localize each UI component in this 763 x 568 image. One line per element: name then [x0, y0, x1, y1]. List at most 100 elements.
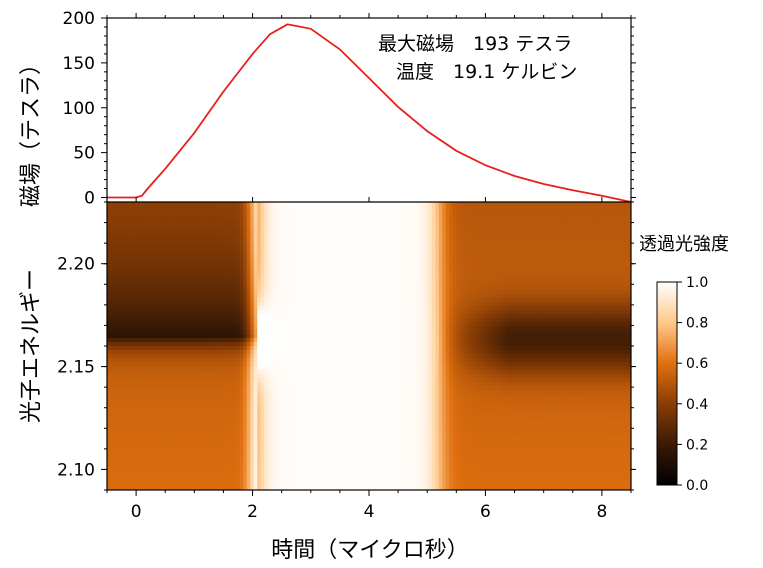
heatmap-cell	[309, 282, 314, 287]
heatmap-cell	[292, 310, 297, 315]
heatmap-cell	[365, 326, 370, 331]
heatmap-cell	[187, 330, 192, 335]
heatmap-cell	[568, 258, 573, 263]
heatmap-cell	[428, 274, 433, 279]
heatmap-cell	[501, 278, 506, 283]
heatmap-cell	[505, 302, 510, 307]
heatmap-cell	[396, 238, 402, 243]
heatmap-cell	[194, 314, 199, 319]
heatmap-cell	[141, 306, 147, 311]
heatmap-cell	[313, 326, 318, 331]
heatmap-cell	[201, 278, 206, 283]
heatmap-cell	[519, 246, 524, 251]
heatmap-cell	[176, 214, 181, 219]
heatmap-cell	[344, 266, 349, 271]
heatmap-cell	[410, 266, 416, 271]
heatmap-cell	[225, 306, 230, 311]
heatmap-cell	[152, 218, 157, 223]
heatmap-cell	[498, 302, 503, 307]
heatmap-cell	[113, 250, 119, 255]
heatmap-cell	[155, 242, 160, 247]
heatmap-cell	[274, 270, 279, 275]
heatmap-cell	[599, 206, 604, 211]
heatmap-cell	[519, 230, 524, 235]
heatmap-cell	[222, 286, 227, 291]
heatmap-cell	[166, 262, 171, 267]
heatmap-cell	[449, 210, 454, 215]
heatmap-cell	[141, 314, 147, 319]
heatmap-cell	[543, 282, 548, 287]
heatmap-cell	[431, 294, 436, 299]
heatmap-cell	[320, 218, 325, 223]
heatmap-cell	[449, 298, 454, 303]
heatmap-cell	[550, 238, 555, 243]
heatmap-cell	[417, 282, 422, 287]
heatmap-cell	[505, 298, 510, 303]
heatmap-cell	[278, 314, 283, 319]
heatmap-cell	[155, 226, 160, 231]
heatmap-cell	[369, 314, 374, 319]
heatmap-cell	[222, 246, 227, 251]
heatmap-cell	[274, 258, 279, 263]
heatmap-cell	[138, 266, 143, 271]
heatmap-cell	[134, 330, 140, 335]
heatmap-cell	[627, 234, 631, 239]
heatmap-cell	[138, 290, 143, 295]
heatmap-cell	[229, 214, 234, 219]
heatmap-cell	[113, 262, 119, 267]
heatmap-cell	[344, 242, 349, 247]
heatmap-cell	[271, 262, 276, 267]
heatmap-cell	[229, 322, 234, 327]
heatmap-cell	[431, 254, 436, 259]
heatmap-cell	[578, 206, 583, 211]
heatmap-cell	[313, 282, 318, 287]
heatmap-cell	[466, 286, 471, 291]
heatmap-cell	[316, 282, 321, 287]
heatmap-cell	[162, 246, 167, 251]
heatmap-cell	[341, 242, 346, 247]
heatmap-cell	[341, 246, 346, 251]
heatmap-cell	[351, 270, 356, 275]
heatmap-cell	[309, 230, 314, 235]
heatmap-cell	[407, 294, 412, 299]
heatmap-cell	[533, 322, 538, 327]
heatmap-cell	[491, 278, 496, 283]
heatmap-cell	[547, 302, 552, 307]
heatmap-cell	[554, 246, 559, 251]
heatmap-cell	[449, 274, 454, 279]
heatmap-cell	[141, 238, 147, 243]
heatmap-cell	[330, 294, 335, 299]
heatmap-cell	[107, 218, 112, 223]
heatmap-cell	[550, 306, 555, 311]
heatmap-cell	[107, 330, 112, 335]
heatmap-cell	[557, 310, 562, 315]
heatmap-cell	[529, 218, 534, 223]
heatmap-cell	[358, 238, 363, 243]
heatmap-cell	[386, 258, 391, 263]
heatmap-cell	[124, 270, 129, 275]
heatmap-cell	[554, 202, 559, 207]
heatmap-cell	[264, 238, 269, 243]
heatmap-cell	[127, 278, 133, 283]
heatmap-cell	[330, 274, 335, 279]
heatmap-cell	[463, 322, 468, 327]
heatmap-cell	[187, 250, 192, 255]
heatmap-cell	[435, 254, 440, 259]
heatmap-cell	[428, 250, 433, 255]
heatmap-cell	[197, 318, 202, 323]
heatmap-cell	[498, 270, 503, 275]
heatmap-cell	[582, 270, 587, 275]
heatmap-cell	[201, 226, 206, 231]
heatmap-cell	[536, 290, 541, 295]
heatmap-cell	[564, 238, 569, 243]
heatmap-cell	[362, 306, 367, 311]
heatmap-cell	[110, 322, 115, 327]
heatmap-cell	[355, 222, 360, 227]
heatmap-cell	[288, 258, 293, 263]
heatmap-cell	[246, 278, 251, 283]
heatmap-cell	[515, 270, 520, 275]
heatmap-cell	[431, 206, 436, 211]
heatmap-cell	[617, 282, 622, 287]
heatmap-cell	[400, 294, 405, 299]
heatmap-cell	[603, 294, 608, 299]
